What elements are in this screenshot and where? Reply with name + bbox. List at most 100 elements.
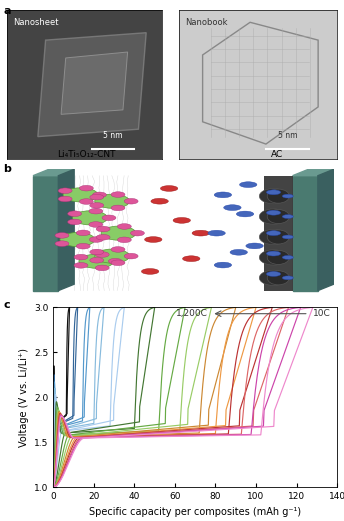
Ellipse shape xyxy=(173,217,191,224)
Ellipse shape xyxy=(224,205,241,210)
Circle shape xyxy=(73,211,107,225)
Ellipse shape xyxy=(259,270,288,286)
Ellipse shape xyxy=(141,268,159,275)
Ellipse shape xyxy=(183,256,200,262)
Ellipse shape xyxy=(236,211,254,217)
Circle shape xyxy=(111,192,125,197)
Circle shape xyxy=(60,232,95,246)
Circle shape xyxy=(124,199,138,204)
Circle shape xyxy=(95,252,109,257)
Text: b: b xyxy=(3,164,11,174)
Polygon shape xyxy=(33,169,74,176)
Circle shape xyxy=(96,226,110,232)
Circle shape xyxy=(90,257,104,263)
Circle shape xyxy=(68,219,82,225)
Circle shape xyxy=(79,254,114,268)
Ellipse shape xyxy=(267,271,281,277)
Ellipse shape xyxy=(214,262,232,268)
Circle shape xyxy=(55,232,69,238)
Ellipse shape xyxy=(151,199,168,204)
Circle shape xyxy=(89,208,103,214)
Ellipse shape xyxy=(267,189,289,203)
X-axis label: Specific capacity per composites (mAh g⁻¹): Specific capacity per composites (mAh g⁻… xyxy=(89,506,301,516)
Circle shape xyxy=(101,226,136,240)
Ellipse shape xyxy=(259,189,288,204)
Circle shape xyxy=(79,199,93,204)
Polygon shape xyxy=(33,176,58,291)
Ellipse shape xyxy=(267,210,281,215)
Ellipse shape xyxy=(259,229,288,245)
Circle shape xyxy=(63,188,98,202)
Circle shape xyxy=(90,194,104,200)
Ellipse shape xyxy=(267,271,289,285)
Circle shape xyxy=(95,265,109,271)
Circle shape xyxy=(58,188,72,193)
Ellipse shape xyxy=(214,192,232,198)
Text: Li₄Ti₅O₁₂-CNT: Li₄Ti₅O₁₂-CNT xyxy=(57,150,116,159)
Text: c: c xyxy=(3,300,10,309)
Ellipse shape xyxy=(192,230,209,236)
Circle shape xyxy=(130,230,144,236)
Polygon shape xyxy=(318,169,334,291)
Circle shape xyxy=(93,192,106,197)
Bar xyxy=(264,176,292,291)
Text: Nanosheet: Nanosheet xyxy=(13,18,58,27)
Circle shape xyxy=(117,237,131,243)
Text: AC: AC xyxy=(271,150,283,159)
Ellipse shape xyxy=(282,255,293,259)
Ellipse shape xyxy=(267,209,289,224)
Circle shape xyxy=(95,249,130,263)
Circle shape xyxy=(90,203,104,208)
Text: 5 nm: 5 nm xyxy=(103,131,123,140)
Text: NHC: Li₄Ti₅O₁₂-CNT/LiBF₄/AC: NHC: Li₄Ti₅O₁₂-CNT/LiBF₄/AC xyxy=(113,312,238,321)
Circle shape xyxy=(108,258,122,264)
Circle shape xyxy=(111,260,125,266)
Text: 1,200C: 1,200C xyxy=(175,309,207,318)
Polygon shape xyxy=(292,169,334,176)
Circle shape xyxy=(117,224,131,229)
Polygon shape xyxy=(292,176,318,291)
Text: Nanobook: Nanobook xyxy=(185,18,228,27)
Circle shape xyxy=(74,263,88,268)
Circle shape xyxy=(89,222,103,227)
Circle shape xyxy=(79,185,93,191)
Circle shape xyxy=(95,194,130,208)
Circle shape xyxy=(58,196,72,202)
Ellipse shape xyxy=(282,235,293,239)
Ellipse shape xyxy=(282,194,293,198)
Polygon shape xyxy=(61,52,128,115)
Ellipse shape xyxy=(267,230,289,244)
Circle shape xyxy=(76,230,90,235)
Text: 5 nm: 5 nm xyxy=(278,131,297,140)
Circle shape xyxy=(55,241,69,246)
Ellipse shape xyxy=(144,237,162,242)
Y-axis label: Voltage (V vs. Li/Li⁺): Voltage (V vs. Li/Li⁺) xyxy=(19,348,29,447)
Ellipse shape xyxy=(208,230,225,236)
Circle shape xyxy=(76,243,90,249)
Ellipse shape xyxy=(282,215,293,218)
Ellipse shape xyxy=(259,209,288,224)
Ellipse shape xyxy=(267,251,281,256)
Ellipse shape xyxy=(267,231,281,235)
Ellipse shape xyxy=(230,250,247,255)
Ellipse shape xyxy=(282,276,293,280)
Ellipse shape xyxy=(246,243,263,249)
Text: a: a xyxy=(3,6,11,16)
Ellipse shape xyxy=(267,190,281,195)
Circle shape xyxy=(102,215,116,220)
Circle shape xyxy=(124,253,138,259)
Circle shape xyxy=(74,254,88,260)
Circle shape xyxy=(96,234,110,240)
Circle shape xyxy=(90,249,104,255)
Circle shape xyxy=(111,205,125,210)
Text: 10C: 10C xyxy=(313,309,331,318)
Circle shape xyxy=(68,211,82,217)
Circle shape xyxy=(89,237,103,242)
Polygon shape xyxy=(58,169,74,291)
Ellipse shape xyxy=(160,185,178,191)
Ellipse shape xyxy=(267,251,289,265)
Ellipse shape xyxy=(259,250,288,265)
Ellipse shape xyxy=(239,182,257,188)
Circle shape xyxy=(111,246,125,252)
Polygon shape xyxy=(38,33,146,137)
